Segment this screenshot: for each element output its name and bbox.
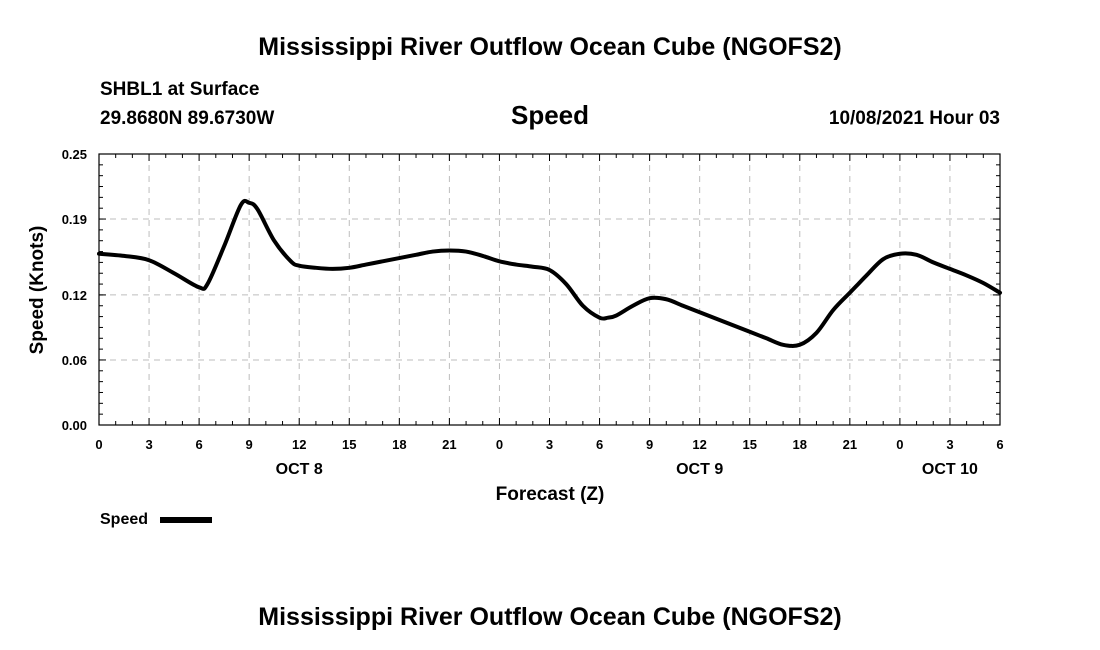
y-tick-label: 0.06 (62, 353, 87, 368)
day-label: OCT 10 (922, 461, 978, 478)
x-tick-label: 9 (646, 437, 653, 452)
x-tick-label: 9 (246, 437, 253, 452)
x-tick-label: 21 (442, 437, 456, 452)
y-axis-label: Speed (Knots) (27, 226, 48, 355)
x-tick-label: 0 (95, 437, 102, 452)
x-tick-label: 0 (896, 437, 903, 452)
x-tick-label: 18 (392, 437, 406, 452)
grid-lines (99, 154, 1000, 425)
series-group (97, 198, 1002, 348)
x-tick-label: 15 (742, 437, 756, 452)
y-tick-label: 0.00 (62, 418, 87, 433)
x-axis-label: Forecast (Z) (496, 484, 605, 505)
x-tick-label: 0 (496, 437, 503, 452)
day-labels: OCT 8 OCT 9 OCT 10 (276, 461, 978, 478)
coordinates-label: 29.8680N 89.6730W (100, 108, 274, 129)
x-tick-label: 6 (996, 437, 1003, 452)
chart-title-bottom: Mississippi River Outflow Ocean Cube (NG… (258, 603, 841, 631)
y-tick-label: 0.25 (62, 147, 87, 162)
y-tick-labels: 0.00 0.06 0.12 0.19 0.25 (62, 147, 87, 433)
x-tick-label: 18 (793, 437, 807, 452)
day-label: OCT 8 (276, 461, 323, 478)
datetime-label: 10/08/2021 Hour 03 (829, 108, 1000, 129)
variable-title: Speed (511, 100, 589, 130)
x-tick-label: 15 (342, 437, 356, 452)
x-tick-label: 6 (596, 437, 603, 452)
x-tick-label: 12 (692, 437, 706, 452)
plot-frame (98, 153, 1001, 426)
station-label: SHBL1 at Surface (100, 79, 259, 100)
x-tick-label: 3 (546, 437, 553, 452)
series-line-speed (97, 198, 1002, 348)
y-tick-label: 0.19 (62, 212, 87, 227)
day-label: OCT 9 (676, 461, 723, 478)
x-tick-label: 12 (292, 437, 306, 452)
x-tick-label: 3 (145, 437, 152, 452)
y-tick-label: 0.12 (62, 288, 87, 303)
x-tick-label: 6 (195, 437, 202, 452)
x-tick-labels: 0 3 6 9 12 15 18 21 0 3 6 9 12 15 18 21 0 3 6 (95, 437, 1003, 452)
x-tick-label: 3 (946, 437, 953, 452)
chart-title-top: Mississippi River Outflow Ocean Cube (NG… (258, 33, 841, 61)
x-tick-label: 21 (843, 437, 857, 452)
legend-label: Speed (100, 511, 148, 528)
